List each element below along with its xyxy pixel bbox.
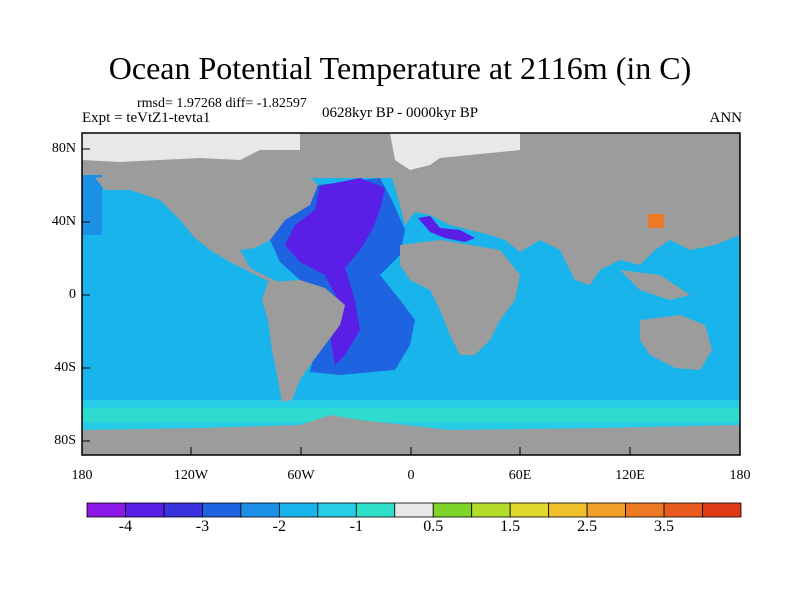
- map-layer: [82, 133, 740, 455]
- lon-label-120e: 120E: [615, 468, 645, 483]
- north-america: [95, 162, 318, 285]
- lon-label-60w: 60W: [287, 468, 315, 483]
- colorbar-label: -2: [272, 518, 286, 535]
- colorbar-label: 1.5: [500, 518, 521, 535]
- lat-label-0: 0: [69, 287, 76, 302]
- colorbar-label: -4: [118, 518, 133, 535]
- map-title: Ocean Potential Temperature at 2116m (in…: [108, 50, 692, 86]
- atlantic-north-deep: [285, 178, 385, 365]
- lat-label-40s: 40S: [54, 360, 76, 375]
- colorbar-swatch: [317, 502, 357, 518]
- colorbar-swatch: [432, 502, 473, 518]
- southern-ocean-band-2: [82, 408, 740, 422]
- india: [560, 250, 600, 285]
- greenland-ice: [390, 133, 520, 170]
- mediterranean: [418, 216, 475, 242]
- colorbar-swatch: [202, 502, 242, 518]
- colorbar: [86, 502, 742, 518]
- colorbar-label: -3: [195, 518, 210, 535]
- colorbar-swatch: [702, 502, 742, 518]
- africa: [400, 240, 520, 355]
- stats-text: rmsd= 1.97268 diff= -1.82597: [137, 96, 307, 111]
- colorbar-swatch: [278, 502, 319, 518]
- south-america: [262, 280, 345, 402]
- colorbar-label: 0.5: [423, 518, 444, 535]
- colorbar-swatch: [394, 502, 434, 518]
- antarctica: [82, 415, 740, 455]
- experiment-label: Expt = teVtZ1-tevta1: [82, 110, 211, 126]
- colorbar-label: 3.5: [654, 518, 675, 535]
- colorbar-swatch: [355, 502, 396, 518]
- colorbar-label: 2.5: [577, 518, 598, 535]
- lat-label-80s: 80S: [54, 433, 76, 448]
- lon-label-0: 0: [407, 468, 415, 483]
- eurasia: [392, 160, 740, 270]
- japan-warm-patch: [648, 214, 664, 228]
- colorbar-swatch: [125, 502, 165, 518]
- lat-label-80n: 80N: [51, 141, 76, 156]
- season-label: ANN: [709, 110, 743, 126]
- pacific-deep-strip: [82, 175, 102, 235]
- tick-marks: [82, 148, 631, 455]
- lon-label-180e: 180: [729, 468, 751, 483]
- colorbar-swatch: [86, 502, 126, 518]
- lon-label-180w: 180: [71, 468, 93, 483]
- australia: [640, 315, 712, 370]
- colorbar-swatch: [625, 502, 665, 518]
- lat-label-40n: 40N: [51, 214, 76, 229]
- colorbar-label: -1: [349, 518, 363, 535]
- colorbar-swatch: [509, 502, 550, 518]
- lon-label-60e: 60E: [508, 468, 532, 483]
- colorbar-swatch: [163, 502, 203, 518]
- arctic-ice: [82, 133, 300, 162]
- period-label: 0628kyr BP - 0000kyr BP: [322, 105, 479, 121]
- southeast-asia: [620, 270, 690, 300]
- colorbar-swatch: [471, 502, 511, 518]
- colorbar-swatch: [586, 502, 626, 518]
- colorbar-swatch: [240, 502, 280, 518]
- colorbar-swatch: [663, 502, 703, 518]
- colorbar-swatch: [548, 502, 588, 518]
- lon-label-120w: 120W: [173, 468, 209, 483]
